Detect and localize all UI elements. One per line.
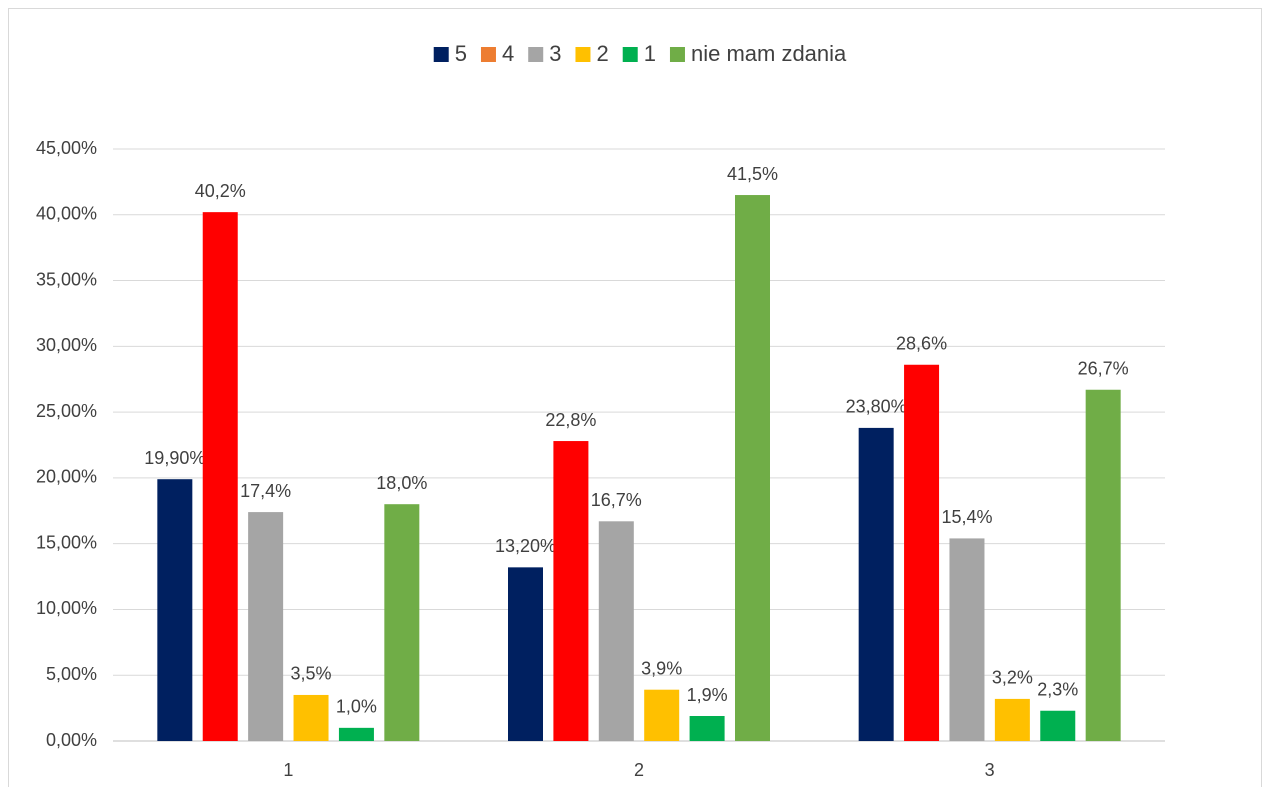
data-label: 3,9% [641, 658, 682, 678]
bar [858, 427, 894, 741]
data-label: 18,0% [376, 473, 427, 493]
bar [553, 441, 589, 741]
y-tick-label: 25,00% [36, 401, 97, 421]
bar [157, 479, 193, 741]
data-label: 19,90% [144, 448, 205, 468]
y-tick-label: 20,00% [36, 467, 97, 487]
y-tick-label: 45,00% [36, 138, 97, 158]
data-label: 22,8% [545, 410, 596, 430]
y-tick-label: 5,00% [46, 664, 97, 684]
y-tick-label: 40,00% [36, 204, 97, 224]
data-label: 16,7% [591, 490, 642, 510]
bar [338, 727, 374, 741]
bar [1085, 389, 1121, 741]
data-label: 15,4% [941, 507, 992, 527]
chart-border [8, 8, 1262, 787]
y-tick-label: 35,00% [36, 269, 97, 289]
legend-label: 5 [455, 41, 467, 66]
x-tick-label: 1 [283, 760, 293, 780]
legend-swatch [669, 47, 685, 62]
data-label: 41,5% [727, 164, 778, 184]
x-tick-label: 3 [985, 760, 995, 780]
data-label: 3,2% [992, 668, 1033, 688]
legend-swatch [575, 47, 591, 62]
data-label: 1,0% [336, 697, 377, 717]
data-label: 17,4% [240, 481, 291, 501]
bar [994, 698, 1030, 741]
bar [293, 694, 329, 741]
legend-label: nie mam zdania [691, 41, 847, 66]
legend-label: 3 [549, 41, 561, 66]
bar [508, 567, 543, 741]
legend-swatch [528, 47, 544, 62]
bar [735, 195, 770, 742]
y-tick-label: 30,00% [36, 335, 97, 355]
y-tick-label: 10,00% [36, 598, 97, 618]
y-tick-label: 15,00% [36, 532, 97, 552]
bar [598, 521, 634, 741]
bar [248, 512, 284, 741]
legend-label: 4 [502, 41, 514, 66]
legend-swatch [480, 47, 496, 62]
legend-swatch [622, 47, 638, 62]
y-tick-label: 0,00% [46, 730, 97, 750]
bar [202, 212, 238, 741]
data-label: 23,80% [846, 397, 907, 417]
data-label: 1,9% [687, 685, 728, 705]
legend-swatch [433, 47, 449, 62]
data-label: 2,3% [1037, 679, 1078, 699]
data-label: 3,5% [291, 664, 332, 684]
data-label: 28,6% [896, 334, 947, 354]
legend-label: 2 [596, 41, 608, 66]
bar [1040, 710, 1076, 741]
bar [644, 689, 680, 741]
bar [904, 364, 940, 741]
bar [949, 538, 985, 741]
bar [384, 504, 420, 741]
x-tick-label: 2 [634, 760, 644, 780]
legend-label: 1 [644, 41, 656, 66]
bar [689, 716, 725, 741]
data-label: 13,20% [495, 536, 556, 556]
data-label: 40,2% [195, 181, 246, 201]
data-label: 26,7% [1078, 358, 1129, 378]
